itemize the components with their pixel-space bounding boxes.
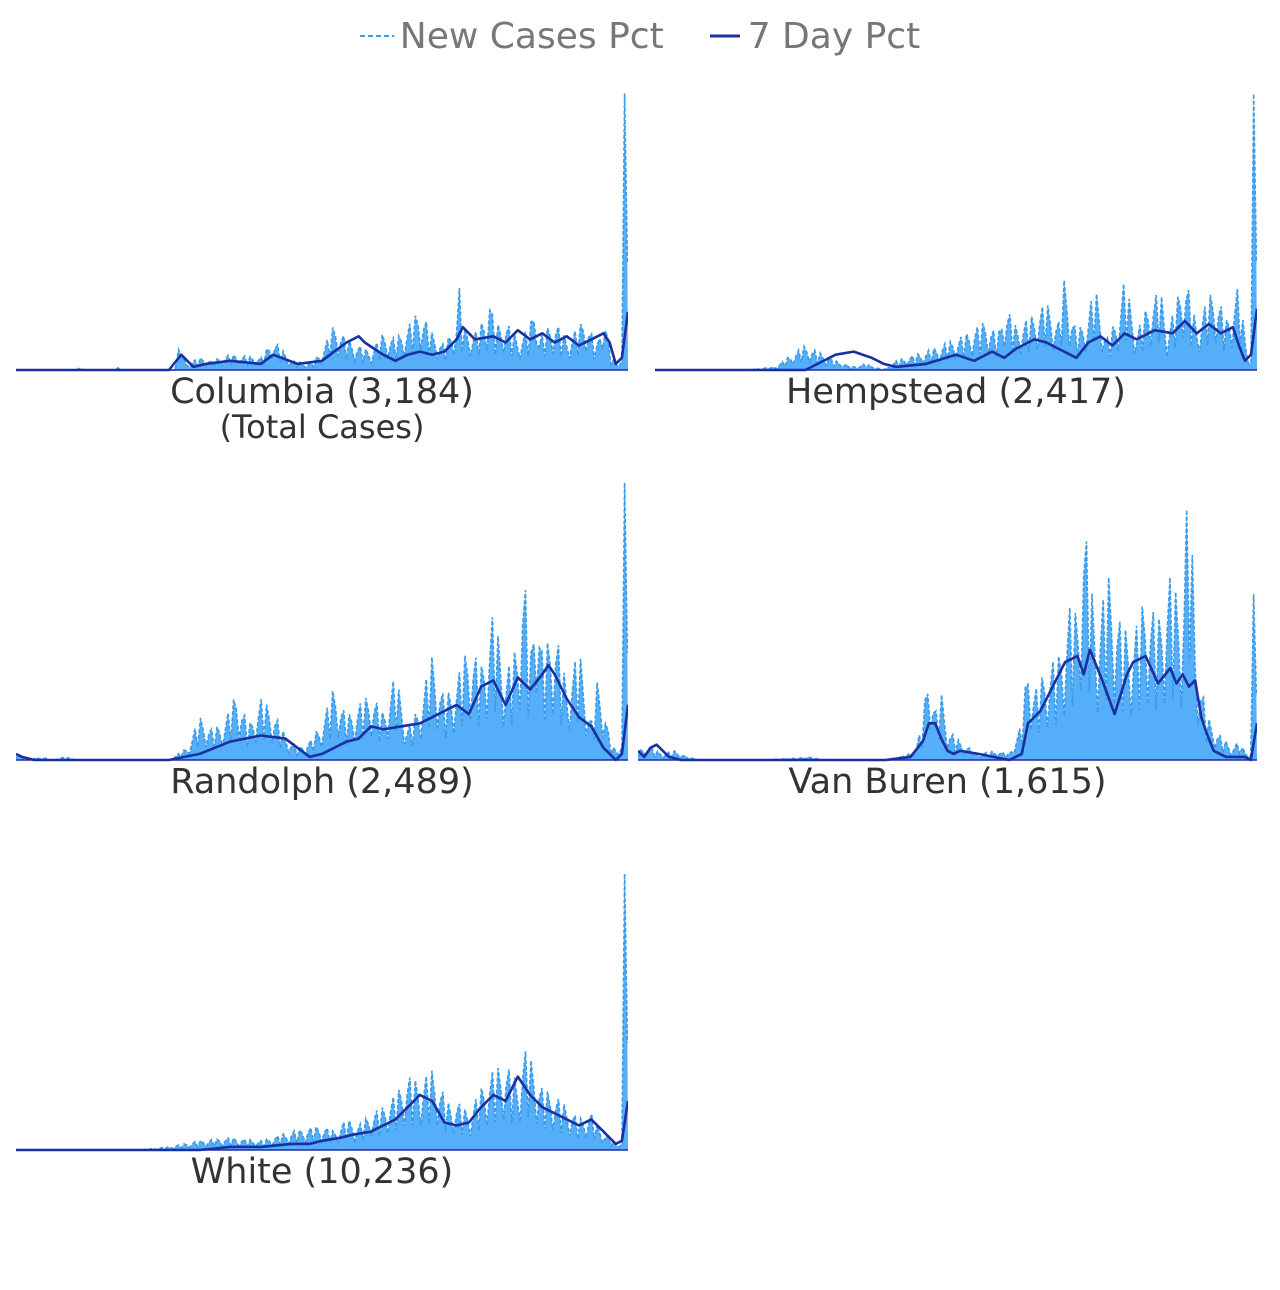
seven-day-line [16,311,628,372]
hempstead-plot [655,93,1257,372]
seven-day-line [16,663,628,762]
columbia-plot [16,93,628,372]
randolph-plot [16,482,628,762]
white-plot [16,873,628,1152]
panel-hempstead: Hempstead (2,417) [655,62,1257,452]
new-cases-area [16,482,628,760]
panel-white: White (10,236) [16,842,628,1232]
solid-line-icon [709,34,740,38]
panel-columbia: Columbia (3,184) (Total Cases) [16,62,628,452]
new-cases-area [655,93,1257,370]
legend-label-seven-day: 7 Day Pct [747,15,921,57]
panel-randolph: Randolph (2,489) [16,452,628,842]
legend: New Cases Pct 7 Day Pct [0,14,1280,58]
panel-title: Van Buren (1,615) [788,762,1107,802]
panel-title: Hempstead (2,417) [786,372,1126,412]
new-cases-line [16,93,628,371]
new-cases-area [16,93,628,371]
legend-item-seven-day: 7 Day Pct [708,15,921,57]
panel-title: Randolph (2,489) [170,762,474,802]
panel-subtitle: (Total Cases) [219,408,425,446]
panel-title: Columbia (3,184) [170,372,474,412]
new-cases-area [638,509,1257,760]
seven-day-line [16,1075,628,1152]
dashed-line-icon [359,35,394,37]
new-cases-area [16,873,628,1150]
van-buren-plot [638,509,1257,762]
legend-label-new-cases: New Cases Pct [399,15,664,57]
new-cases-line [16,873,628,1151]
panel-title: White (10,236) [190,1152,454,1192]
new-cases-line [655,93,1257,371]
panel-van-buren: Van Buren (1,615) [638,452,1257,842]
new-cases-line [16,482,628,761]
legend-item-new-cases: New Cases Pct [359,15,664,57]
seven-day-line [655,308,1257,372]
